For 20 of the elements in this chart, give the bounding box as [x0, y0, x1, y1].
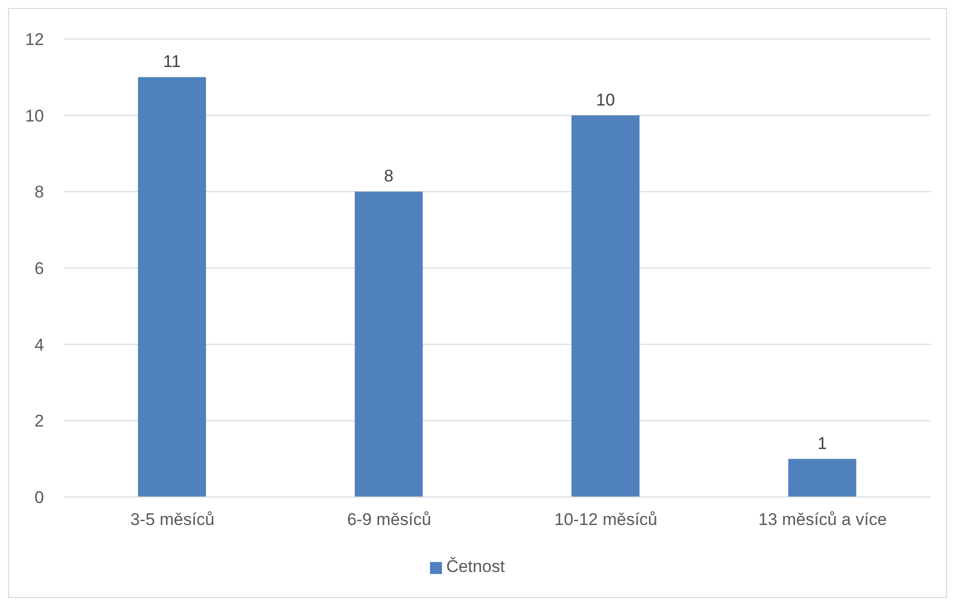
data-label: 10: [596, 90, 615, 110]
y-tick-label: 12: [25, 30, 44, 50]
data-label: 1: [818, 434, 827, 453]
y-tick-label: 2: [34, 412, 44, 431]
bar: [354, 192, 423, 497]
legend-label: Četnost: [446, 557, 505, 576]
y-tick-label: 10: [25, 106, 44, 126]
y-tick-label: 8: [34, 182, 44, 202]
x-tick-label: 10-12 měsíců: [554, 510, 658, 530]
bar: [138, 77, 206, 497]
data-label: 11: [163, 52, 181, 72]
bar: [788, 458, 856, 497]
y-tick-label: 6: [34, 259, 44, 278]
x-tick-label: 3-5 měsíců: [130, 510, 214, 530]
x-tick-label: 13 měsíců a více: [758, 510, 887, 530]
bar: [572, 115, 640, 497]
y-tick-label: 0: [34, 488, 44, 508]
y-tick-label: 4: [34, 335, 44, 354]
data-label: 8: [384, 166, 394, 186]
x-tick-label: 6-9 měsíců: [347, 510, 432, 530]
